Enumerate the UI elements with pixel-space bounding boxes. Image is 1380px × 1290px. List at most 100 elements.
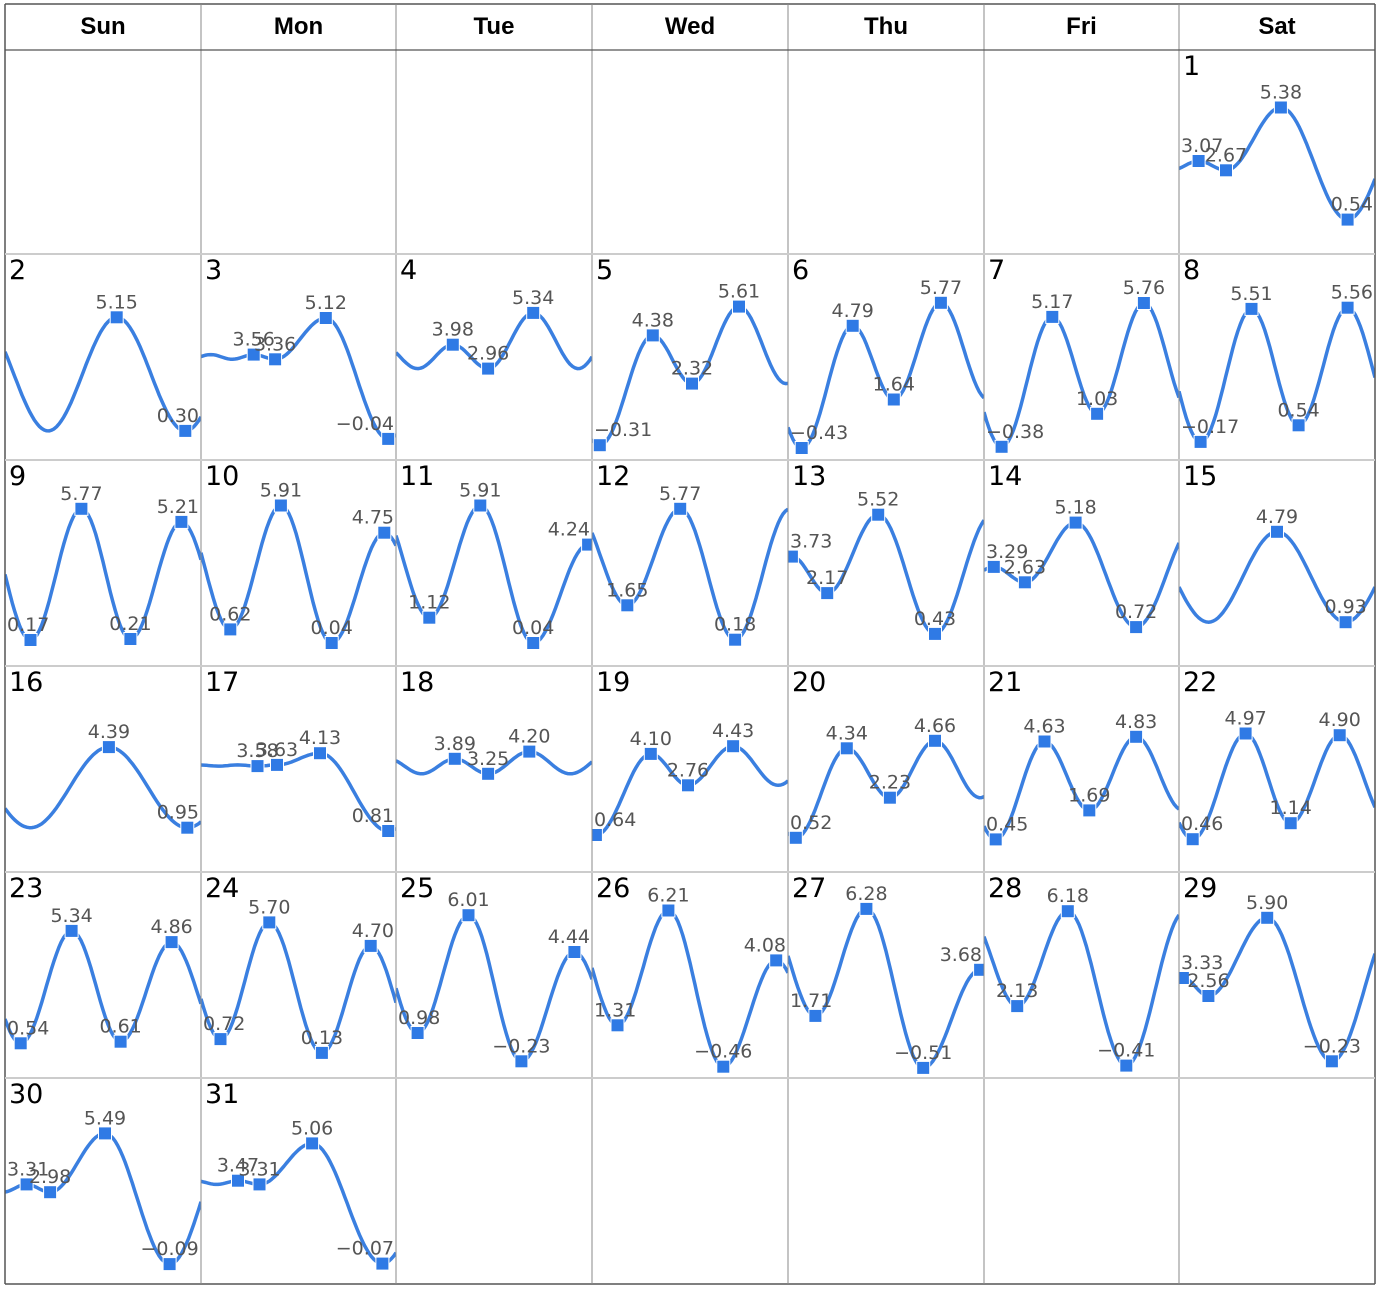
tide-point-marker[interactable] [681, 778, 695, 793]
tide-point-marker[interactable] [973, 962, 984, 977]
tide-point-marker[interactable] [661, 903, 676, 918]
tide-point-marker[interactable] [318, 311, 333, 325]
tide-point-marker[interactable] [178, 423, 193, 438]
tide-point-marker[interactable] [994, 439, 1009, 454]
tide-point-marker[interactable] [363, 938, 378, 953]
tide-point-marker[interactable] [252, 1177, 267, 1192]
tide-point-marker[interactable] [447, 751, 462, 766]
tide-point-marker[interactable] [1179, 971, 1190, 985]
tide-point-marker[interactable] [928, 733, 942, 748]
tide-point-marker[interactable] [231, 1173, 245, 1188]
tide-point-marker[interactable] [123, 632, 138, 646]
tide-point-marker[interactable] [1119, 1058, 1134, 1073]
tide-point-marker[interactable] [1060, 904, 1075, 919]
tide-point-marker[interactable] [788, 549, 799, 564]
tide-point-marker[interactable] [1340, 300, 1355, 315]
tide-point-marker[interactable] [592, 438, 607, 453]
tide-point-marker[interactable] [1219, 163, 1233, 178]
tide-point-marker[interactable] [581, 537, 592, 552]
tide-point-marker[interactable] [522, 744, 537, 759]
tide-point-marker[interactable] [845, 318, 860, 333]
tide-point-marker[interactable] [324, 636, 339, 650]
tide-point-marker[interactable] [526, 305, 541, 320]
tide-point-marker[interactable] [1185, 832, 1200, 847]
tide-point-marker[interactable] [23, 633, 38, 647]
tide-point-marker[interactable] [986, 559, 1001, 574]
tide-point-marker[interactable] [481, 766, 496, 781]
tide-point-marker[interactable] [808, 1008, 823, 1023]
tide-point-marker[interactable] [381, 431, 396, 446]
tide-point-marker[interactable] [716, 1059, 731, 1074]
tide-point-marker[interactable] [213, 1032, 228, 1047]
tide-point-marker[interactable] [933, 295, 948, 310]
tide-point-marker[interactable] [1045, 309, 1060, 324]
tide-point-marker[interactable] [1283, 816, 1298, 831]
tide-point-marker[interactable] [1340, 212, 1355, 227]
tide-point-marker[interactable] [988, 832, 1003, 847]
tide-point-marker[interactable] [109, 310, 124, 325]
tide-point-marker[interactable] [645, 328, 660, 343]
tide-point-marker[interactable] [1191, 154, 1206, 168]
tide-point-marker[interactable] [839, 741, 854, 756]
tide-point-marker[interactable] [1201, 989, 1216, 1003]
tide-point-marker[interactable] [250, 759, 265, 774]
tide-point-marker[interactable] [1136, 296, 1151, 310]
tide-point-marker[interactable] [481, 361, 496, 376]
tide-point-marker[interactable] [726, 739, 741, 754]
tide-point-marker[interactable] [1270, 524, 1284, 539]
tide-point-marker[interactable] [461, 908, 476, 923]
tide-point-marker[interactable] [1129, 729, 1144, 744]
tide-point-marker[interactable] [1090, 406, 1105, 421]
tide-point-marker[interactable] [1332, 728, 1347, 743]
tide-point-marker[interactable] [19, 1177, 34, 1192]
tide-point-marker[interactable] [1129, 620, 1144, 635]
tide-point-marker[interactable] [377, 525, 392, 540]
tide-point-marker[interactable] [64, 923, 79, 938]
tide-point-marker[interactable] [685, 376, 699, 391]
tide-point-marker[interactable] [1324, 1054, 1339, 1069]
tide-point-marker[interactable] [1017, 575, 1032, 590]
tide-point-marker[interactable] [514, 1054, 529, 1069]
tide-point-marker[interactable] [180, 820, 195, 835]
tide-point-marker[interactable] [174, 514, 189, 529]
tide-point-marker[interactable] [610, 1018, 625, 1033]
tide-point-marker[interactable] [788, 830, 803, 845]
tide-point-marker[interactable] [620, 598, 635, 613]
tide-point-marker[interactable] [882, 790, 897, 805]
tide-point-marker[interactable] [728, 632, 743, 647]
tide-point-marker[interactable] [567, 945, 582, 959]
tide-point-marker[interactable] [769, 953, 784, 968]
tide-point-marker[interactable] [223, 622, 238, 637]
tide-point-marker[interactable] [820, 586, 835, 601]
tide-point-marker[interactable] [1260, 910, 1275, 925]
tide-point-marker[interactable] [794, 441, 809, 455]
tide-point-marker[interactable] [1291, 418, 1306, 433]
tide-point-marker[interactable] [101, 740, 116, 755]
tide-point-marker[interactable] [113, 1034, 128, 1049]
tide-point-marker[interactable] [305, 1136, 320, 1151]
tide-point-marker[interactable] [13, 1036, 28, 1051]
tide-point-marker[interactable] [164, 935, 179, 950]
tide-point-marker[interactable] [422, 610, 437, 625]
tide-point-marker[interactable] [262, 915, 277, 930]
tide-point-marker[interactable] [871, 507, 886, 522]
tide-point-marker[interactable] [375, 1256, 390, 1271]
tide-point-marker[interactable] [98, 1126, 112, 1141]
tide-point-marker[interactable] [473, 498, 488, 513]
tide-point-marker[interactable] [273, 498, 288, 513]
tide-point-marker[interactable] [445, 337, 460, 352]
tide-point-marker[interactable] [592, 828, 603, 842]
tide-point-marker[interactable] [1010, 999, 1025, 1014]
tide-point-marker[interactable] [381, 824, 396, 838]
tide-point-marker[interactable] [673, 501, 688, 516]
tide-point-marker[interactable] [916, 1060, 931, 1075]
tide-point-marker[interactable] [1193, 434, 1208, 449]
tide-point-marker[interactable] [74, 501, 89, 516]
tide-point-marker[interactable] [162, 1257, 177, 1272]
tide-point-marker[interactable] [859, 901, 874, 916]
tide-point-marker[interactable] [928, 626, 942, 641]
tide-point-marker[interactable] [1273, 100, 1288, 115]
tide-point-marker[interactable] [1082, 803, 1097, 818]
tide-point-marker[interactable] [270, 757, 284, 772]
tide-point-marker[interactable] [246, 347, 261, 362]
